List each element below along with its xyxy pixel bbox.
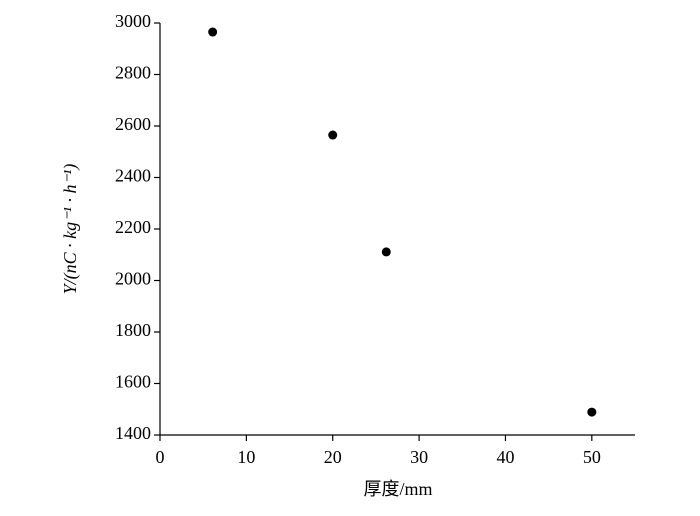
x-axis-label: 厚度/mm: [363, 479, 432, 499]
x-tick-label: 30: [410, 447, 428, 467]
point: [587, 407, 597, 417]
y-tick-label: 1800: [115, 320, 151, 340]
y-tick-label: 3000: [115, 11, 151, 31]
point: [208, 27, 218, 37]
y-tick-label: 2200: [115, 217, 151, 237]
y-tick-label: 2800: [115, 63, 151, 83]
y-tick-label: 1600: [115, 372, 151, 392]
y-tick-label: 2000: [115, 269, 151, 289]
y-tick-label: 2400: [115, 166, 151, 186]
y-tick-label: 2600: [115, 114, 151, 134]
x-tick-label: 50: [583, 447, 601, 467]
x-tick-label: 20: [324, 447, 342, 467]
y-tick-label: 1400: [115, 423, 151, 443]
x-tick-label: 0: [156, 447, 165, 467]
point: [381, 247, 391, 257]
x-tick-label: 40: [496, 447, 514, 467]
point: [328, 130, 338, 140]
y-axis-label: Y/(nC · kg⁻¹ · h⁻¹): [60, 164, 81, 295]
x-tick-label: 10: [237, 447, 255, 467]
